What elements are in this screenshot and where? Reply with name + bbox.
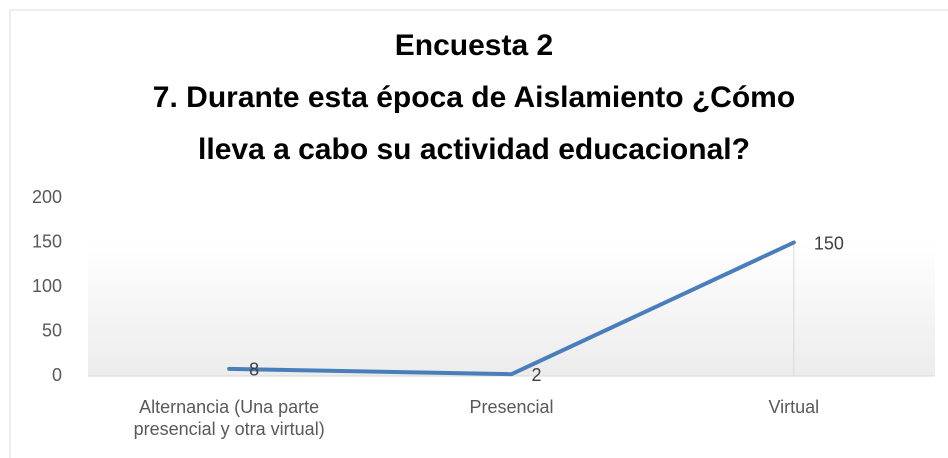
- chart-title: lleva a cabo su actividad educacional?: [198, 133, 750, 166]
- chart-title: Encuesta 2: [395, 29, 553, 62]
- y-tick-label: 50: [42, 320, 62, 340]
- x-tick-label: Virtual: [768, 397, 820, 417]
- data-label: 8: [249, 360, 259, 380]
- y-tick-label: 150: [32, 231, 62, 251]
- line-series: [227, 240, 796, 377]
- plot-background: [88, 242, 935, 376]
- y-tick-label: 200: [32, 187, 62, 207]
- y-tick-label: 100: [32, 276, 62, 296]
- data-label: 2: [532, 365, 542, 385]
- chart-border: [9, 9, 948, 458]
- x-tick-label: Presencial: [469, 397, 554, 417]
- data-label: 150: [814, 233, 844, 253]
- chart-title: 7. Durante esta época de Aislamiento ¿Có…: [153, 81, 795, 114]
- x-tick-label: Alternancia (Una parte presencial y otra…: [133, 397, 325, 439]
- y-tick-label: 0: [52, 365, 62, 385]
